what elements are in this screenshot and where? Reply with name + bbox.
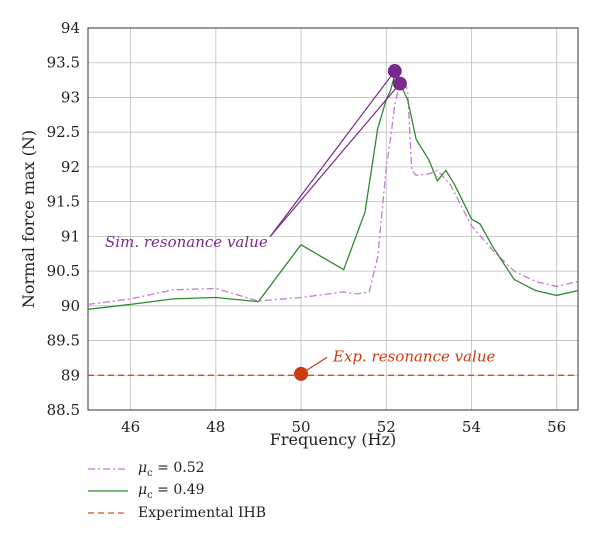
x-tick-label: 56 [547, 418, 566, 436]
y-tick-label: 92.5 [47, 123, 80, 141]
legend-item-mu-049: μc = 0.49 [88, 480, 266, 502]
sim-resonance-marker [392, 76, 407, 91]
exp-resonance-annotation: Exp. resonance value [332, 347, 496, 365]
sim-resonance-annotation: Sim. resonance value [105, 233, 268, 251]
y-tick-label: 88.5 [47, 401, 80, 419]
x-tick-labels: 46 48 50 52 54 56 [121, 418, 566, 436]
y-tick-label: 93.5 [47, 54, 80, 72]
legend: μc = 0.52 μc = 0.49 Experimental IHB [88, 458, 266, 524]
y-axis-title: Normal force max (N) [19, 130, 38, 308]
legend-item-experimental: Experimental IHB [88, 502, 266, 524]
plot-frame [87, 27, 579, 411]
y-tick-label: 91.5 [47, 193, 80, 211]
x-tick-label: 54 [462, 418, 481, 436]
x-tick-label: 52 [377, 418, 396, 436]
sim-resonance-marker [387, 64, 402, 79]
legend-label-experimental: Experimental IHB [138, 505, 267, 521]
series-layer [87, 73, 579, 376]
exp-resonance-marker [294, 366, 309, 381]
annotation-leader-line [269, 83, 401, 238]
series-line-1 [87, 73, 579, 310]
y-tick-label: 92 [61, 158, 80, 176]
y-tick-label: 94 [61, 19, 80, 37]
marker-layer [294, 64, 407, 381]
chart: 46 48 50 52 54 56 88.5 89 89.5 90 90.5 91 91.5 92 92.… [19, 19, 579, 449]
y-tick-label: 90 [61, 297, 80, 315]
y-tick-label: 89 [61, 366, 80, 384]
x-axis-title: Frequency (Hz) [270, 430, 397, 449]
x-tick-label: 50 [291, 418, 310, 436]
y-tick-label: 93 [61, 88, 80, 106]
legend-swatch-dashed [88, 512, 128, 514]
legend-label-mu-049: μc = 0.49 [138, 481, 205, 501]
annotation-leader-line [269, 70, 396, 238]
x-tick-label: 48 [206, 418, 225, 436]
series-line-0 [87, 74, 579, 306]
legend-swatch-dashdot [88, 468, 128, 470]
y-tick-label: 91 [61, 227, 80, 245]
legend-item-mu-052: μc = 0.52 [88, 458, 266, 480]
legend-swatch-solid [88, 490, 128, 492]
legend-label-mu-052: μc = 0.52 [138, 459, 205, 479]
y-tick-label: 90.5 [47, 262, 80, 280]
y-tick-labels: 88.5 89 89.5 90 90.5 91 91.5 92 92.5 93 93.5 94 [47, 19, 80, 419]
x-tick-label: 46 [121, 418, 140, 436]
y-tick-label: 89.5 [47, 332, 80, 350]
